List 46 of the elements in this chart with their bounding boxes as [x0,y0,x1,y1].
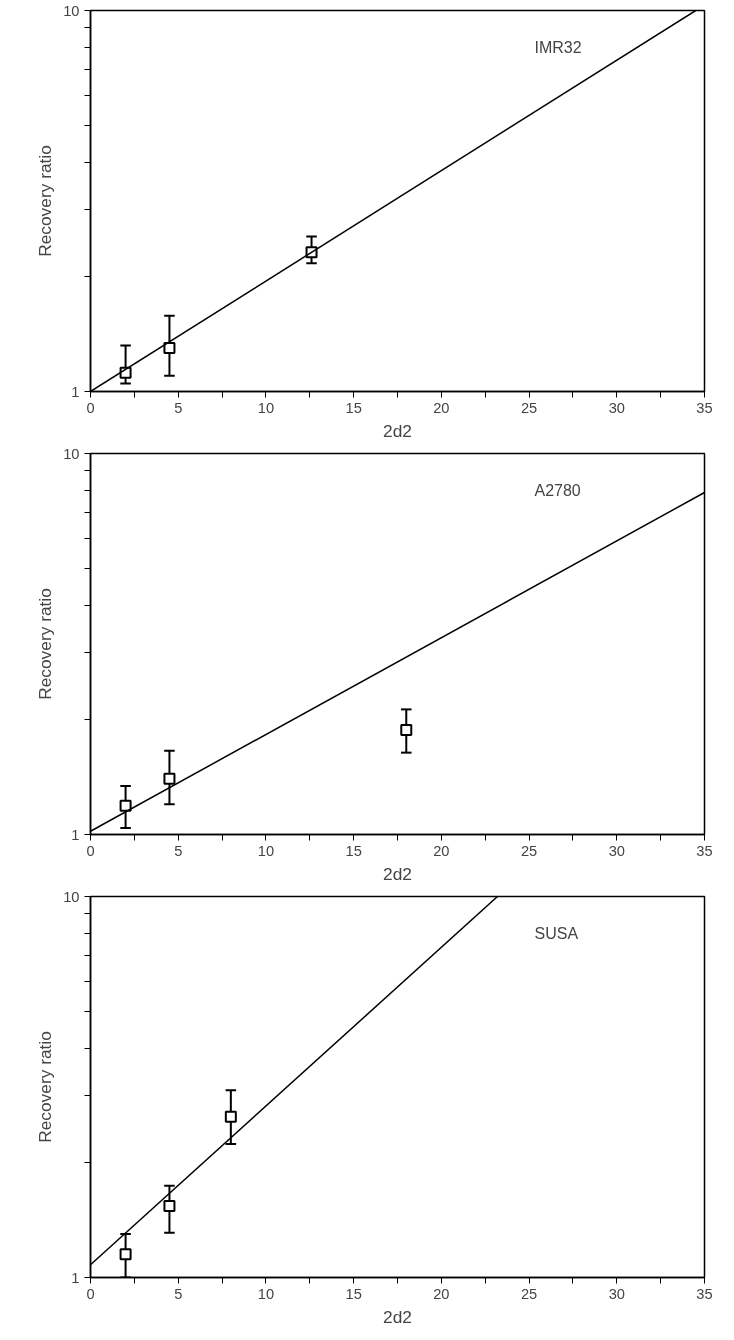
x-tick-label: 0 [86,1285,95,1302]
x-axis-title: 2d2 [383,863,412,884]
x-axis-title: 2d2 [383,420,412,441]
x-tick-label: 15 [345,399,362,416]
x-tick-label: 20 [433,399,450,416]
x-tick-label: 25 [520,842,538,859]
x-tick-label: 15 [345,842,362,859]
y-tick-label: 10 [63,888,80,905]
x-tick-label: 0 [86,842,95,859]
x-tick-label: 35 [696,1285,713,1302]
point [119,1248,132,1261]
x-tick-label: 5 [174,1285,183,1302]
x-tick-label: 10 [257,1285,275,1302]
x-tick-label: 15 [345,1285,362,1302]
x-tick-label: 35 [696,399,713,416]
point [224,1110,237,1123]
x-tick-label: 0 [86,399,95,416]
annotation: IMR32 [534,38,582,56]
point [163,772,176,785]
y-tick-label: 10 [63,445,80,462]
point [400,724,413,737]
y-tick-label: 10 [63,2,80,19]
x-tick-label: 20 [433,1285,450,1302]
annotation: SUSA [534,924,579,942]
point [163,342,176,355]
x-tick-label: 10 [257,399,275,416]
point [163,1200,176,1213]
x-tick-label: 20 [433,842,450,859]
y-axis-title: Recovery ratio [35,1031,56,1143]
x-tick-label: 35 [696,842,713,859]
x-tick-label: 5 [174,399,183,416]
x-tick-label: 30 [608,399,625,416]
y-tick-label: 1 [71,1269,80,1286]
x-tick-label: 30 [608,1285,625,1302]
x-tick-label: 25 [520,1285,538,1302]
annotation: A2780 [534,481,581,499]
y-tick-label: 1 [71,383,80,400]
x-tick-label: 30 [608,842,625,859]
x-tick-label: 10 [257,842,275,859]
y-tick-label: 1 [71,826,80,843]
y-axis-title: Recovery ratio [35,588,56,700]
x-tick-label: 25 [520,399,538,416]
point [119,799,132,812]
y-axis-title: Recovery ratio [35,145,56,257]
x-axis-title: 2d2 [383,1306,412,1327]
x-tick-label: 5 [174,842,183,859]
